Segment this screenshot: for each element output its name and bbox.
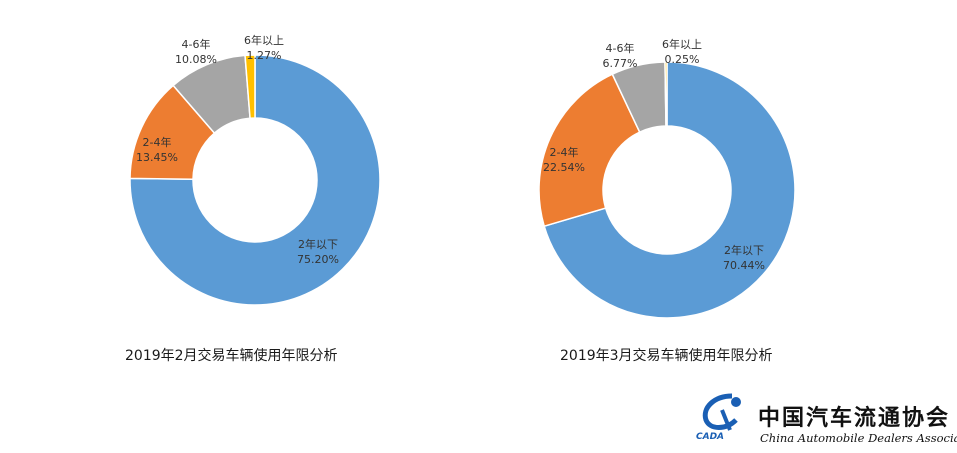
slice-label-4-6yr: 4-6年 — [606, 41, 635, 55]
slice-label-2-4yr: 2-4年 — [143, 135, 172, 149]
slice-value-4-6yr: 6.77% — [603, 57, 638, 70]
donut-chart-0 — [129, 54, 381, 306]
slice-value-2yr-below: 70.44% — [723, 259, 765, 272]
slice-label-2yr-below: 2年以下 — [724, 243, 764, 257]
logo-name-cn: 中国汽车流通协会 — [758, 405, 951, 431]
donut-slice-2-4yr — [538, 73, 641, 228]
cada-logo: CADA 中国汽车流通协会 China Automobile Dealers A… — [690, 388, 957, 453]
slice-label-6yr-above: 6年以上 — [662, 37, 702, 51]
chart-title-feb: 2019年2月交易车辆使用年限分析 — [125, 348, 338, 364]
slice-label-4-6yr: 4-6年 — [182, 37, 211, 51]
slice-value-4-6yr: 10.08% — [175, 53, 217, 66]
donut-slice-2yr-below — [129, 54, 381, 306]
donut-slice-6yr-above — [244, 54, 256, 120]
slice-label-2-4yr: 2-4年 — [550, 145, 579, 159]
slice-value-2yr-below: 75.20% — [297, 253, 339, 266]
donut-chart-1 — [538, 61, 796, 319]
slice-label-2yr-below: 2年以下 — [298, 237, 338, 251]
slice-value-6yr-above: 0.25% — [665, 53, 700, 66]
slice-value-2-4yr: 22.54% — [543, 161, 585, 174]
slice-value-2-4yr: 13.45% — [136, 151, 178, 164]
slice-label-6yr-above: 6年以上 — [244, 33, 284, 47]
slice-value-6yr-above: 1.27% — [247, 49, 282, 62]
cada-emblem-icon — [702, 393, 741, 431]
donut-slice-6yr-above — [664, 61, 668, 127]
logo-name-en: China Automobile Dealers Association — [760, 431, 957, 445]
chart-title-mar: 2019年3月交易车辆使用年限分析 — [560, 348, 773, 364]
logo-abbr: CADA — [696, 432, 725, 442]
donut-slice-2yr-below — [543, 61, 796, 319]
